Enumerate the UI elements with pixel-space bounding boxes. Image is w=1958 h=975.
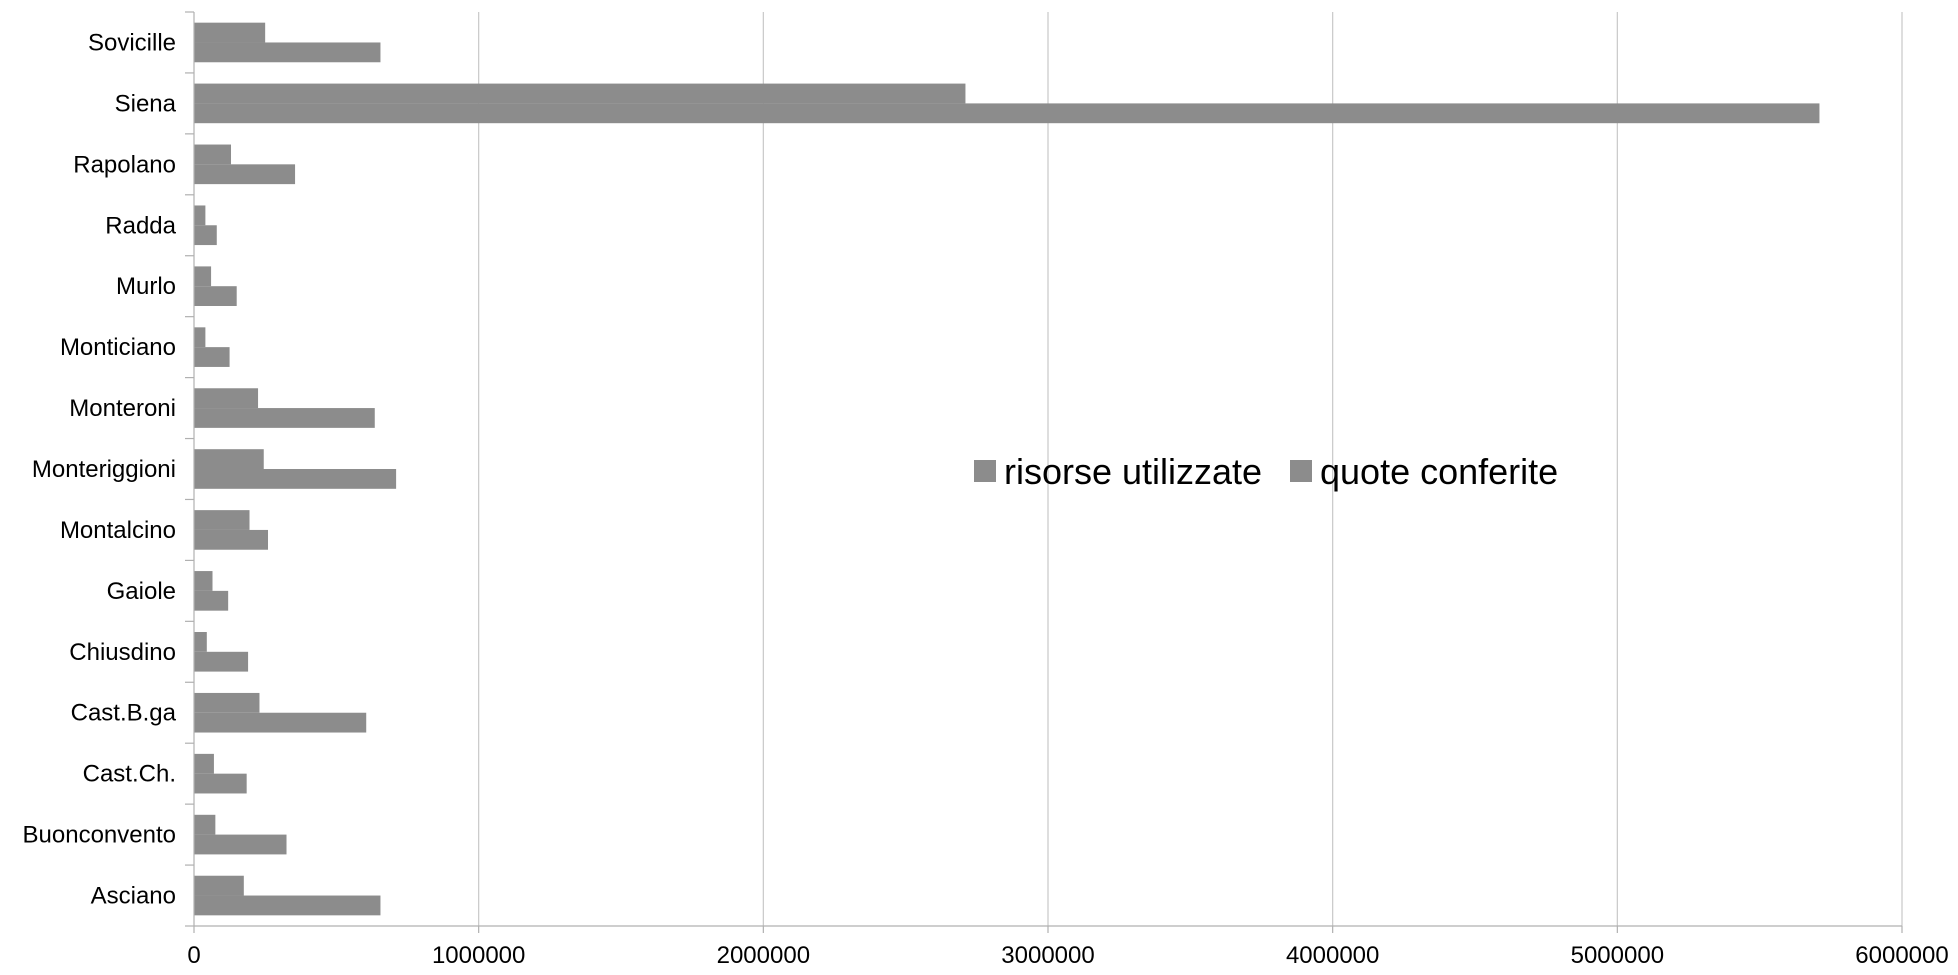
- y-tick-label-asciano: Asciano: [91, 883, 176, 910]
- x-tick-label: 5000000: [1571, 942, 1664, 969]
- bar-quote-conferite-cast-ch: [194, 773, 247, 794]
- bar-quote-conferite-monteroni: [194, 408, 375, 428]
- x-tick-label: 1000000: [432, 942, 525, 969]
- y-tick-label-murlo: Murlo: [116, 273, 176, 300]
- gridlines: [478, 12, 1903, 926]
- y-tick-label-siena: Siena: [115, 90, 177, 117]
- bar-risorse-utilizzate-asciano: [194, 875, 244, 896]
- bar-risorse-utilizzate-monticiano: [194, 327, 206, 348]
- bar-risorse-utilizzate-buonconvento: [194, 814, 216, 835]
- bar-quote-conferite-radda: [194, 225, 217, 246]
- bar-risorse-utilizzate-murlo: [194, 266, 212, 287]
- bar-risorse-utilizzate-radda: [194, 205, 206, 226]
- bar-quote-conferite-monticiano: [194, 347, 230, 367]
- bar-risorse-utilizzate-rapolano: [194, 144, 232, 165]
- y-tick-label-monticiano: Monticiano: [60, 334, 176, 361]
- legend-label-quote-conferite: quote conferite: [1320, 451, 1558, 492]
- bar-risorse-utilizzate-monteriggioni: [194, 449, 264, 469]
- y-tick-label-cast-ch: Cast.Ch.: [83, 761, 176, 788]
- y-tick-label-rapolano: Rapolano: [73, 151, 176, 178]
- y-tick-label-chiusdino: Chiusdino: [69, 639, 176, 666]
- bar-risorse-utilizzate-chiusdino: [194, 632, 207, 652]
- bar-risorse-utilizzate-cast-ch: [194, 753, 214, 774]
- y-tick-label-monteroni: Monteroni: [69, 395, 176, 422]
- bar-quote-conferite-rapolano: [194, 164, 296, 185]
- y-tick-label-buonconvento: Buonconvento: [23, 822, 176, 849]
- bar-risorse-utilizzate-cast-b-ga: [194, 692, 260, 713]
- legend-label-risorse-utilizzate: risorse utilizzate: [1004, 451, 1262, 492]
- bar-quote-conferite-cast-b-ga: [194, 712, 367, 733]
- bar-risorse-utilizzate-sovicille: [194, 22, 266, 43]
- bar-quote-conferite-asciano: [194, 895, 381, 916]
- x-tick-label: 6000000: [1855, 942, 1948, 969]
- bar-quote-conferite-monteriggioni: [194, 469, 397, 489]
- y-tick-label-sovicille: Sovicille: [88, 29, 176, 56]
- x-tick-label: 3000000: [1001, 942, 1094, 969]
- x-tick-label: 0: [187, 942, 200, 969]
- legend: risorse utilizzate quote conferite: [974, 451, 1558, 492]
- bar-quote-conferite-gaiole: [194, 590, 229, 611]
- y-tick-label-gaiole: Gaiole: [107, 578, 176, 605]
- bar-risorse-utilizzate-gaiole: [194, 571, 213, 591]
- legend-swatch-risorse-utilizzate: [974, 460, 996, 482]
- bar-quote-conferite-siena: [194, 103, 1820, 124]
- y-tick-label-montalcino: Montalcino: [60, 517, 176, 544]
- bar-quote-conferite-chiusdino: [194, 651, 249, 672]
- bar-risorse-utilizzate-siena: [194, 83, 966, 104]
- x-tick-label: 4000000: [1286, 942, 1379, 969]
- bar-risorse-utilizzate-monteroni: [194, 388, 259, 409]
- bar-quote-conferite-murlo: [194, 286, 237, 306]
- bar-quote-conferite-buonconvento: [194, 834, 287, 855]
- x-tick-label: 2000000: [717, 942, 810, 969]
- bar-risorse-utilizzate-montalcino: [194, 510, 250, 530]
- bars: [194, 22, 1820, 916]
- bar-quote-conferite-montalcino: [194, 529, 269, 550]
- bar-quote-conferite-sovicille: [194, 42, 381, 63]
- y-tick-label-cast-b-ga: Cast.B.ga: [71, 700, 177, 727]
- y-tick-label-monteriggioni: Monteriggioni: [32, 456, 176, 483]
- legend-swatch-quote-conferite: [1290, 460, 1312, 482]
- axes: 0 1000000 2000000 3000000 4000000 5000000 6000…: [23, 11, 1949, 969]
- y-tick-label-radda: Radda: [105, 212, 176, 239]
